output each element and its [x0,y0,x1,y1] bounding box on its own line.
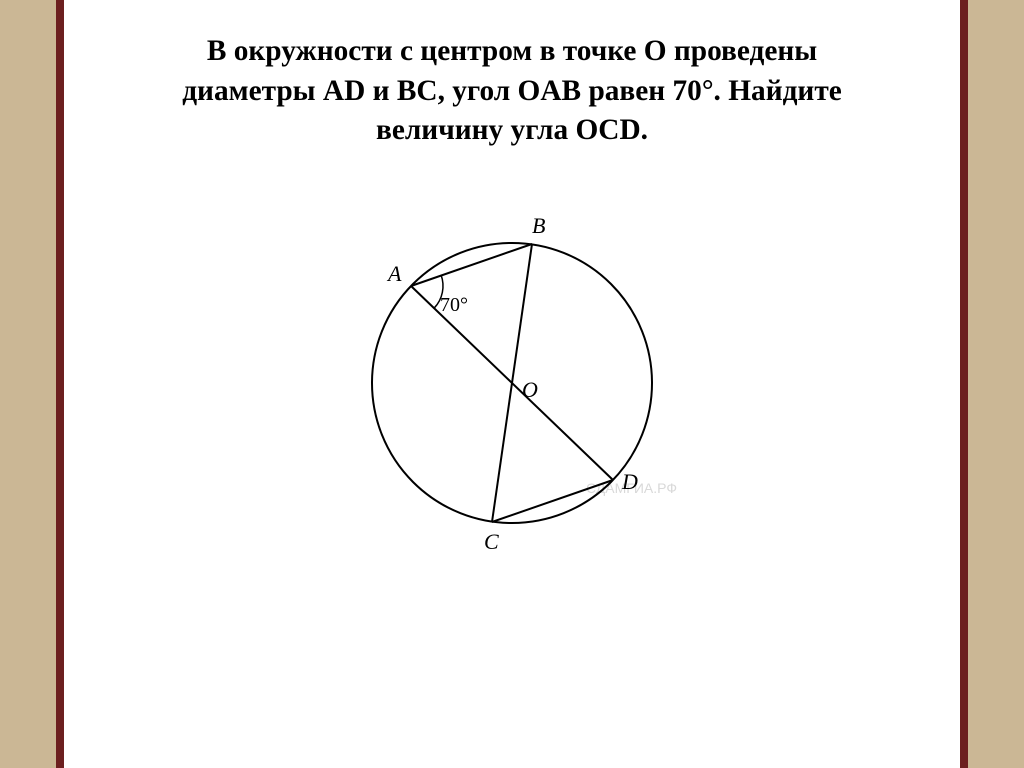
problem-line2: диаметры AD и BC, угол OAB равен 70°. На… [182,75,842,107]
right-texture-border [968,0,1024,768]
label-D: D [621,469,638,494]
segment-AB [411,244,532,286]
segment-CD [492,480,613,522]
angle-label: 70° [440,294,468,316]
left-dark-strip [56,0,64,768]
geometry-svg: СДАМГИА.РФABCDO70° [322,193,702,573]
label-C: C [484,529,499,554]
right-dark-strip [960,0,968,768]
problem-statement: В окружности с центром в точке О проведе… [132,32,892,151]
left-texture-border [0,0,56,768]
right-light-strip [952,0,960,768]
figure: СДАМГИА.РФABCDO70° [322,193,702,578]
label-A: A [386,261,402,286]
left-light-strip [64,0,72,768]
label-B: B [532,213,545,238]
slide-frame: В окружности с центром в точке О проведе… [0,0,1024,768]
problem-line1: В окружности с центром в точке О проведе… [207,35,817,67]
problem-line3: величину угла OCD. [376,114,648,146]
label-O: O [522,377,538,402]
content-area: В окружности с центром в точке О проведе… [72,0,952,768]
